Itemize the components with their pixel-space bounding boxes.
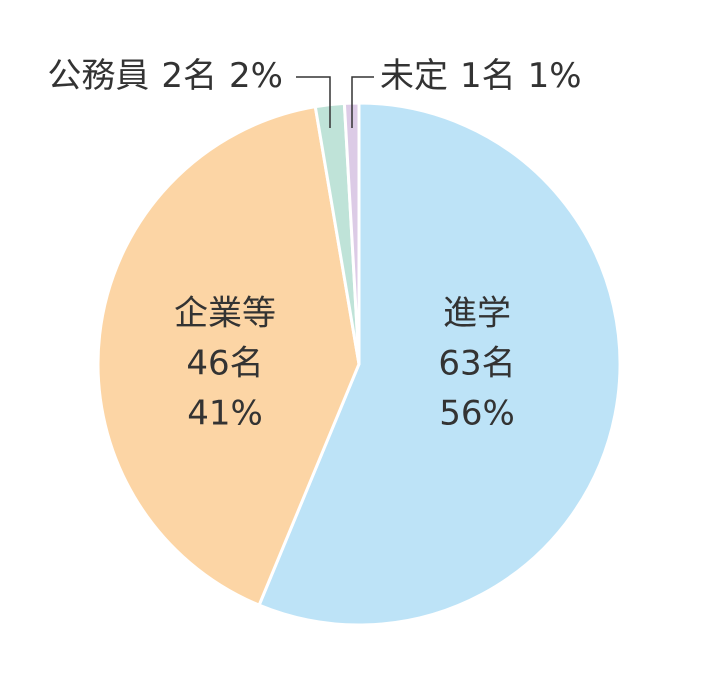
value-label: 63名	[438, 344, 515, 384]
value-label: 2名	[161, 56, 217, 96]
slice-label-group: 公務員 2名 2%	[47, 56, 283, 96]
slice-label: 公務員	[47, 56, 149, 96]
slice-label-group: 未定 1名 1%	[380, 56, 582, 96]
pie-slice	[257, 101, 622, 627]
slice-label: 企業等	[174, 294, 276, 334]
value-label: 46名	[186, 344, 263, 384]
pie-slice	[96, 104, 361, 608]
value-label: 1名	[460, 56, 516, 96]
percent-label: 1%	[528, 56, 582, 96]
slice-label: 未定	[380, 56, 448, 96]
leader-line	[351, 76, 374, 128]
percent-label: 2%	[229, 56, 283, 96]
slice-label: 進学	[443, 294, 511, 334]
leader-line	[296, 76, 331, 128]
percent-label: 56%	[439, 394, 515, 434]
percent-label: 41%	[187, 394, 263, 434]
